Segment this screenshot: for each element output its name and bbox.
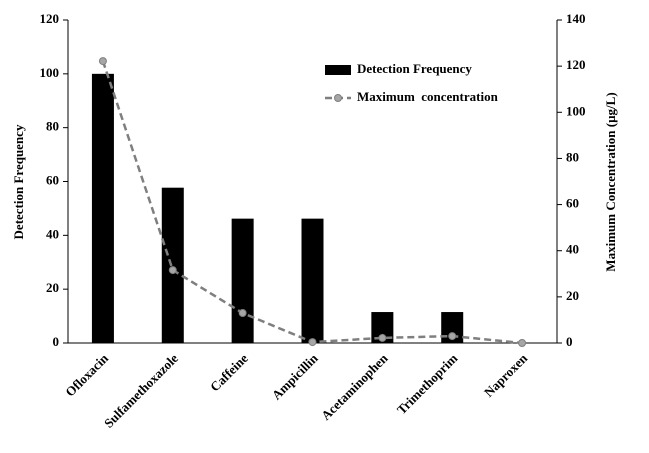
x-tick-label: Ofloxacin bbox=[62, 350, 111, 399]
point bbox=[98, 57, 107, 66]
y-tick-label: 60 bbox=[46, 172, 59, 187]
point bbox=[238, 309, 247, 318]
y2-tick-label: 0 bbox=[566, 334, 573, 349]
point bbox=[448, 332, 457, 341]
point bbox=[518, 339, 527, 347]
legend-label: Maximum concentration bbox=[357, 89, 499, 104]
point bbox=[308, 338, 317, 347]
legend-marker bbox=[334, 94, 342, 102]
y2-tick-label: 40 bbox=[566, 242, 579, 257]
y2-tick-label: 140 bbox=[566, 11, 586, 26]
x-tick-label: Acetaminophen bbox=[318, 350, 391, 423]
x-tick-label: Trimethoprim bbox=[394, 351, 461, 418]
y-tick-label: 80 bbox=[46, 119, 59, 134]
x-tick-label: Naproxen bbox=[481, 350, 531, 400]
y2-tick-label: 60 bbox=[566, 196, 579, 211]
legend-label: Detection Frequency bbox=[357, 61, 472, 76]
x-tick-label: Sulfamethoxazole bbox=[101, 350, 181, 430]
x-tick-label: Caffeine bbox=[207, 350, 251, 394]
y-tick-label: 20 bbox=[46, 280, 59, 295]
y-tick-label: 100 bbox=[40, 65, 60, 80]
y-tick-label: 0 bbox=[53, 334, 60, 349]
y2-tick-label: 120 bbox=[566, 57, 586, 72]
point bbox=[378, 333, 387, 342]
y2-tick-label: 20 bbox=[566, 288, 579, 303]
y-tick-label: 40 bbox=[46, 226, 59, 241]
y-axis-label: Detection Frequency bbox=[11, 124, 26, 239]
bar bbox=[161, 187, 184, 343]
bar bbox=[91, 73, 114, 343]
legend-swatch bbox=[325, 65, 351, 75]
y2-tick-label: 80 bbox=[566, 149, 579, 164]
point bbox=[168, 266, 177, 275]
y2-tick-label: 100 bbox=[566, 103, 586, 118]
y-tick-label: 120 bbox=[40, 11, 60, 26]
bar bbox=[371, 312, 394, 343]
x-tick-label: Ampicillin bbox=[269, 350, 322, 403]
y2-axis-label: Maximum Concentration (µg/L) bbox=[603, 92, 618, 271]
bar bbox=[231, 218, 254, 343]
bar bbox=[301, 218, 324, 343]
